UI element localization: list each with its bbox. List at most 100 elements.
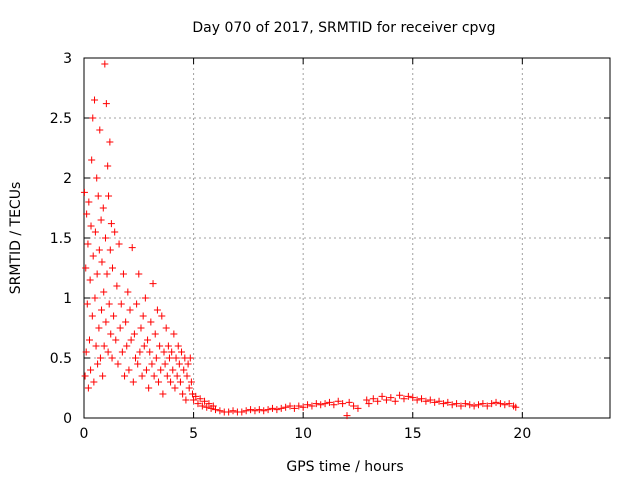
data-point [110, 312, 118, 320]
data-point [186, 354, 194, 362]
data-point [512, 403, 520, 411]
data-point [209, 402, 217, 410]
data-points [80, 60, 520, 420]
data-point [117, 300, 125, 308]
data-point [130, 330, 138, 338]
data-point [102, 318, 110, 326]
x-tick-label: 15 [404, 426, 422, 442]
data-point [121, 372, 129, 380]
data-point [505, 400, 513, 408]
data-point [94, 360, 102, 368]
data-point [104, 162, 112, 170]
data-point [178, 348, 186, 356]
data-point [83, 210, 91, 218]
data-point [162, 324, 170, 332]
data-point [317, 401, 325, 409]
data-point [107, 220, 115, 228]
data-point [299, 403, 307, 411]
data-point [114, 360, 122, 368]
data-point [163, 372, 171, 380]
data-point [102, 100, 110, 108]
data-point [268, 404, 276, 412]
data-point [150, 372, 158, 380]
data-point [137, 324, 145, 332]
data-point [103, 270, 111, 278]
data-point [325, 398, 333, 406]
data-point [365, 400, 373, 408]
data-point [439, 400, 447, 408]
data-point [84, 384, 92, 392]
data-point [105, 192, 113, 200]
data-point [90, 378, 98, 386]
data-point [92, 342, 100, 350]
data-point [391, 397, 399, 405]
data-point [101, 234, 109, 242]
y-axis-label: SRMTID / TECUs [8, 182, 24, 295]
data-point [111, 228, 119, 236]
data-point [203, 403, 211, 411]
data-point [453, 400, 461, 408]
data-point [488, 400, 496, 408]
data-point [350, 402, 358, 410]
data-point [118, 348, 126, 356]
data-point [242, 407, 250, 415]
x-axis-label: GPS time / hours [286, 459, 403, 475]
data-point [93, 174, 101, 182]
data-point [496, 400, 504, 408]
data-point [85, 336, 93, 344]
data-point [108, 354, 116, 362]
data-point [308, 402, 316, 410]
data-point [170, 330, 178, 338]
data-point [448, 401, 456, 409]
data-point [312, 400, 320, 408]
data-point [87, 222, 95, 230]
data-point [182, 396, 190, 404]
data-point [133, 300, 141, 308]
data-point [470, 402, 478, 410]
data-point [84, 240, 92, 248]
data-point [125, 366, 133, 374]
data-point [104, 348, 112, 356]
x-tick-label: 0 [80, 426, 89, 442]
data-point [155, 378, 163, 386]
y-tick-label: 0.5 [50, 351, 72, 367]
data-point [98, 258, 106, 266]
data-point [190, 396, 198, 404]
data-point [87, 366, 95, 374]
data-point [81, 372, 89, 380]
data-point [196, 395, 204, 403]
data-point [168, 348, 176, 356]
y-tick-label: 2 [63, 171, 72, 187]
data-point [212, 406, 219, 414]
data-point [273, 406, 281, 414]
data-point [80, 188, 88, 196]
data-point [378, 392, 386, 400]
data-point [135, 270, 143, 278]
x-tick-label: 5 [189, 426, 198, 442]
data-point [409, 394, 417, 402]
data-point [140, 342, 148, 350]
data-point [172, 354, 180, 362]
data-point [141, 294, 149, 302]
data-point [146, 348, 154, 356]
data-point [91, 294, 99, 302]
data-point [148, 360, 156, 368]
data-point [123, 342, 131, 350]
data-point [225, 408, 233, 416]
data-point [264, 406, 272, 414]
data-point [124, 288, 132, 296]
data-point [435, 397, 443, 405]
data-point [198, 402, 206, 410]
data-point [116, 324, 124, 332]
data-point [112, 336, 120, 344]
data-point [501, 401, 509, 409]
data-point [413, 396, 421, 404]
data-point [126, 306, 134, 314]
data-point [83, 300, 91, 308]
data-point [136, 348, 144, 356]
data-point [247, 406, 255, 414]
data-point [82, 348, 90, 356]
data-point [492, 398, 500, 406]
data-point [290, 404, 298, 412]
